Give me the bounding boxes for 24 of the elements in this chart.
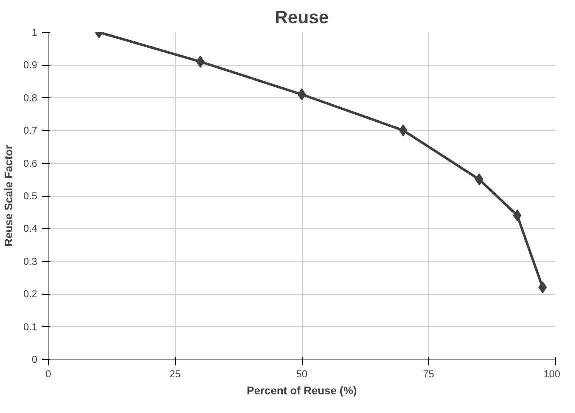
y-tick-label: 0.1 [24, 322, 38, 334]
x-tick-label: 75 [423, 370, 435, 380]
y-tick-label: 0.4 [24, 224, 38, 236]
x-tick-label: 0 [46, 370, 52, 380]
y-tick-label: 0.8 [24, 93, 38, 104]
y-tick-label: 0.6 [24, 158, 38, 170]
y-tick-label: 1 [32, 28, 38, 39]
y-tick-label: 0.3 [24, 256, 38, 268]
point [399, 124, 408, 137]
x-tick-label: 50 [296, 370, 308, 380]
x-tick-label: 100 [544, 370, 561, 380]
x-tick-label: 25 [170, 370, 182, 380]
y-tick-label: 0.7 [24, 126, 38, 138]
y-tick-label: 0.9 [24, 60, 38, 72]
point [513, 210, 522, 222]
point [196, 56, 205, 68]
y-tick-label: 0 [32, 355, 38, 366]
point [475, 174, 484, 186]
y-tick-label: 0.2 [24, 290, 38, 301]
point [298, 88, 306, 101]
chart-title: Reuse [274, 8, 330, 28]
y-axis-title: Reuse Scale Factor [4, 144, 16, 247]
y-tick-label: 0.5 [24, 192, 38, 202]
x-axis-title: Percent of Reuse (%) [246, 386, 358, 398]
